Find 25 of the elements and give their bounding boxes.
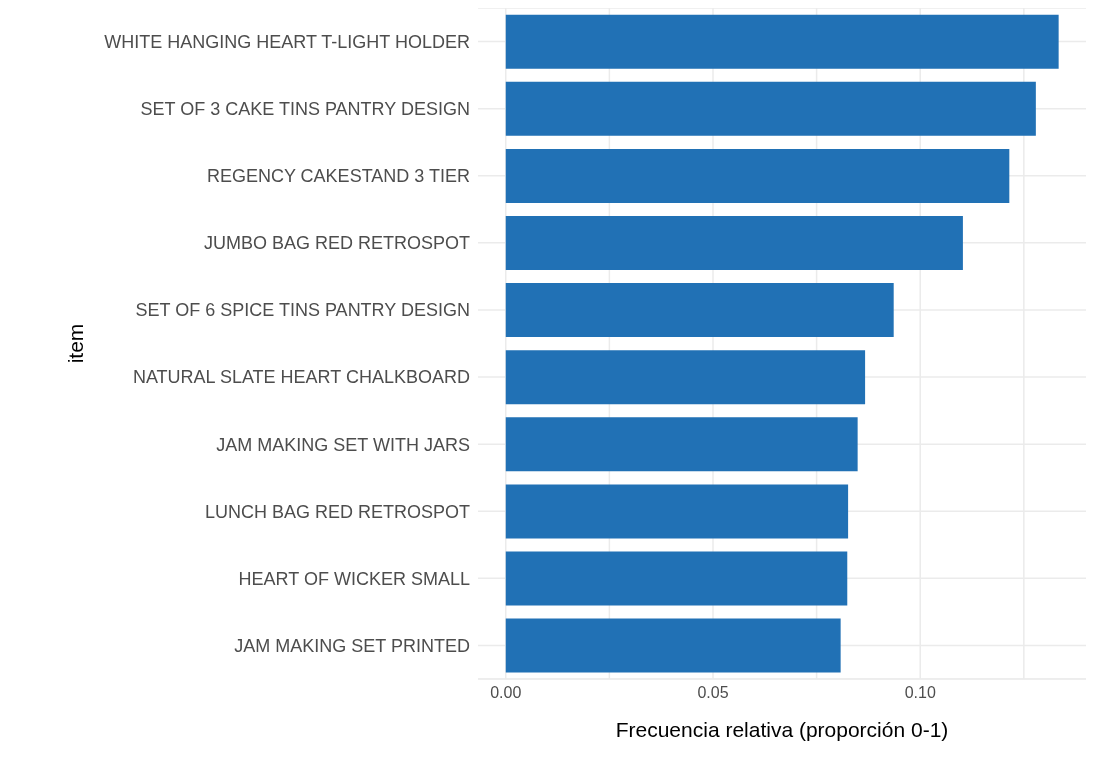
y-tick-label: JAM MAKING SET PRINTED [234, 635, 470, 656]
bar [505, 216, 963, 271]
x-tick-label: 0.05 [697, 684, 729, 702]
y-tick-label: JAM MAKING SET WITH JARS [216, 434, 470, 455]
y-tick-label: NATURAL SLATE HEART CHALKBOARD [132, 367, 470, 388]
bar [505, 350, 866, 405]
bar [505, 81, 1036, 136]
y-tick-label: SET OF 6 SPICE TINS PANTRY DESIGN [135, 300, 470, 321]
bar [505, 283, 894, 338]
y-tick-label: REGENCY CAKESTAND 3 TIER [206, 166, 470, 187]
x-tick-label: 0.10 [904, 684, 936, 702]
y-tick-label: HEART OF WICKER SMALL [238, 568, 470, 589]
y-tick-label: WHITE HANGING HEART T-LIGHT HOLDER [104, 31, 470, 52]
bar [505, 484, 849, 539]
x-tick-label: 0.00 [490, 684, 522, 702]
x-axis-title: Frecuencia relativa (proporción 0-1) [615, 718, 949, 741]
y-tick-label: JUMBO BAG RED RETROSPOT [203, 233, 470, 254]
bar [505, 14, 1059, 69]
bar [505, 148, 1010, 203]
bar [505, 551, 848, 606]
y-tick-label: LUNCH BAG RED RETROSPOT [204, 501, 470, 522]
y-axis-title: item [64, 323, 88, 364]
bar [505, 417, 858, 472]
y-tick-label: SET OF 3 CAKE TINS PANTRY DESIGN [140, 99, 470, 120]
bar [505, 618, 841, 673]
